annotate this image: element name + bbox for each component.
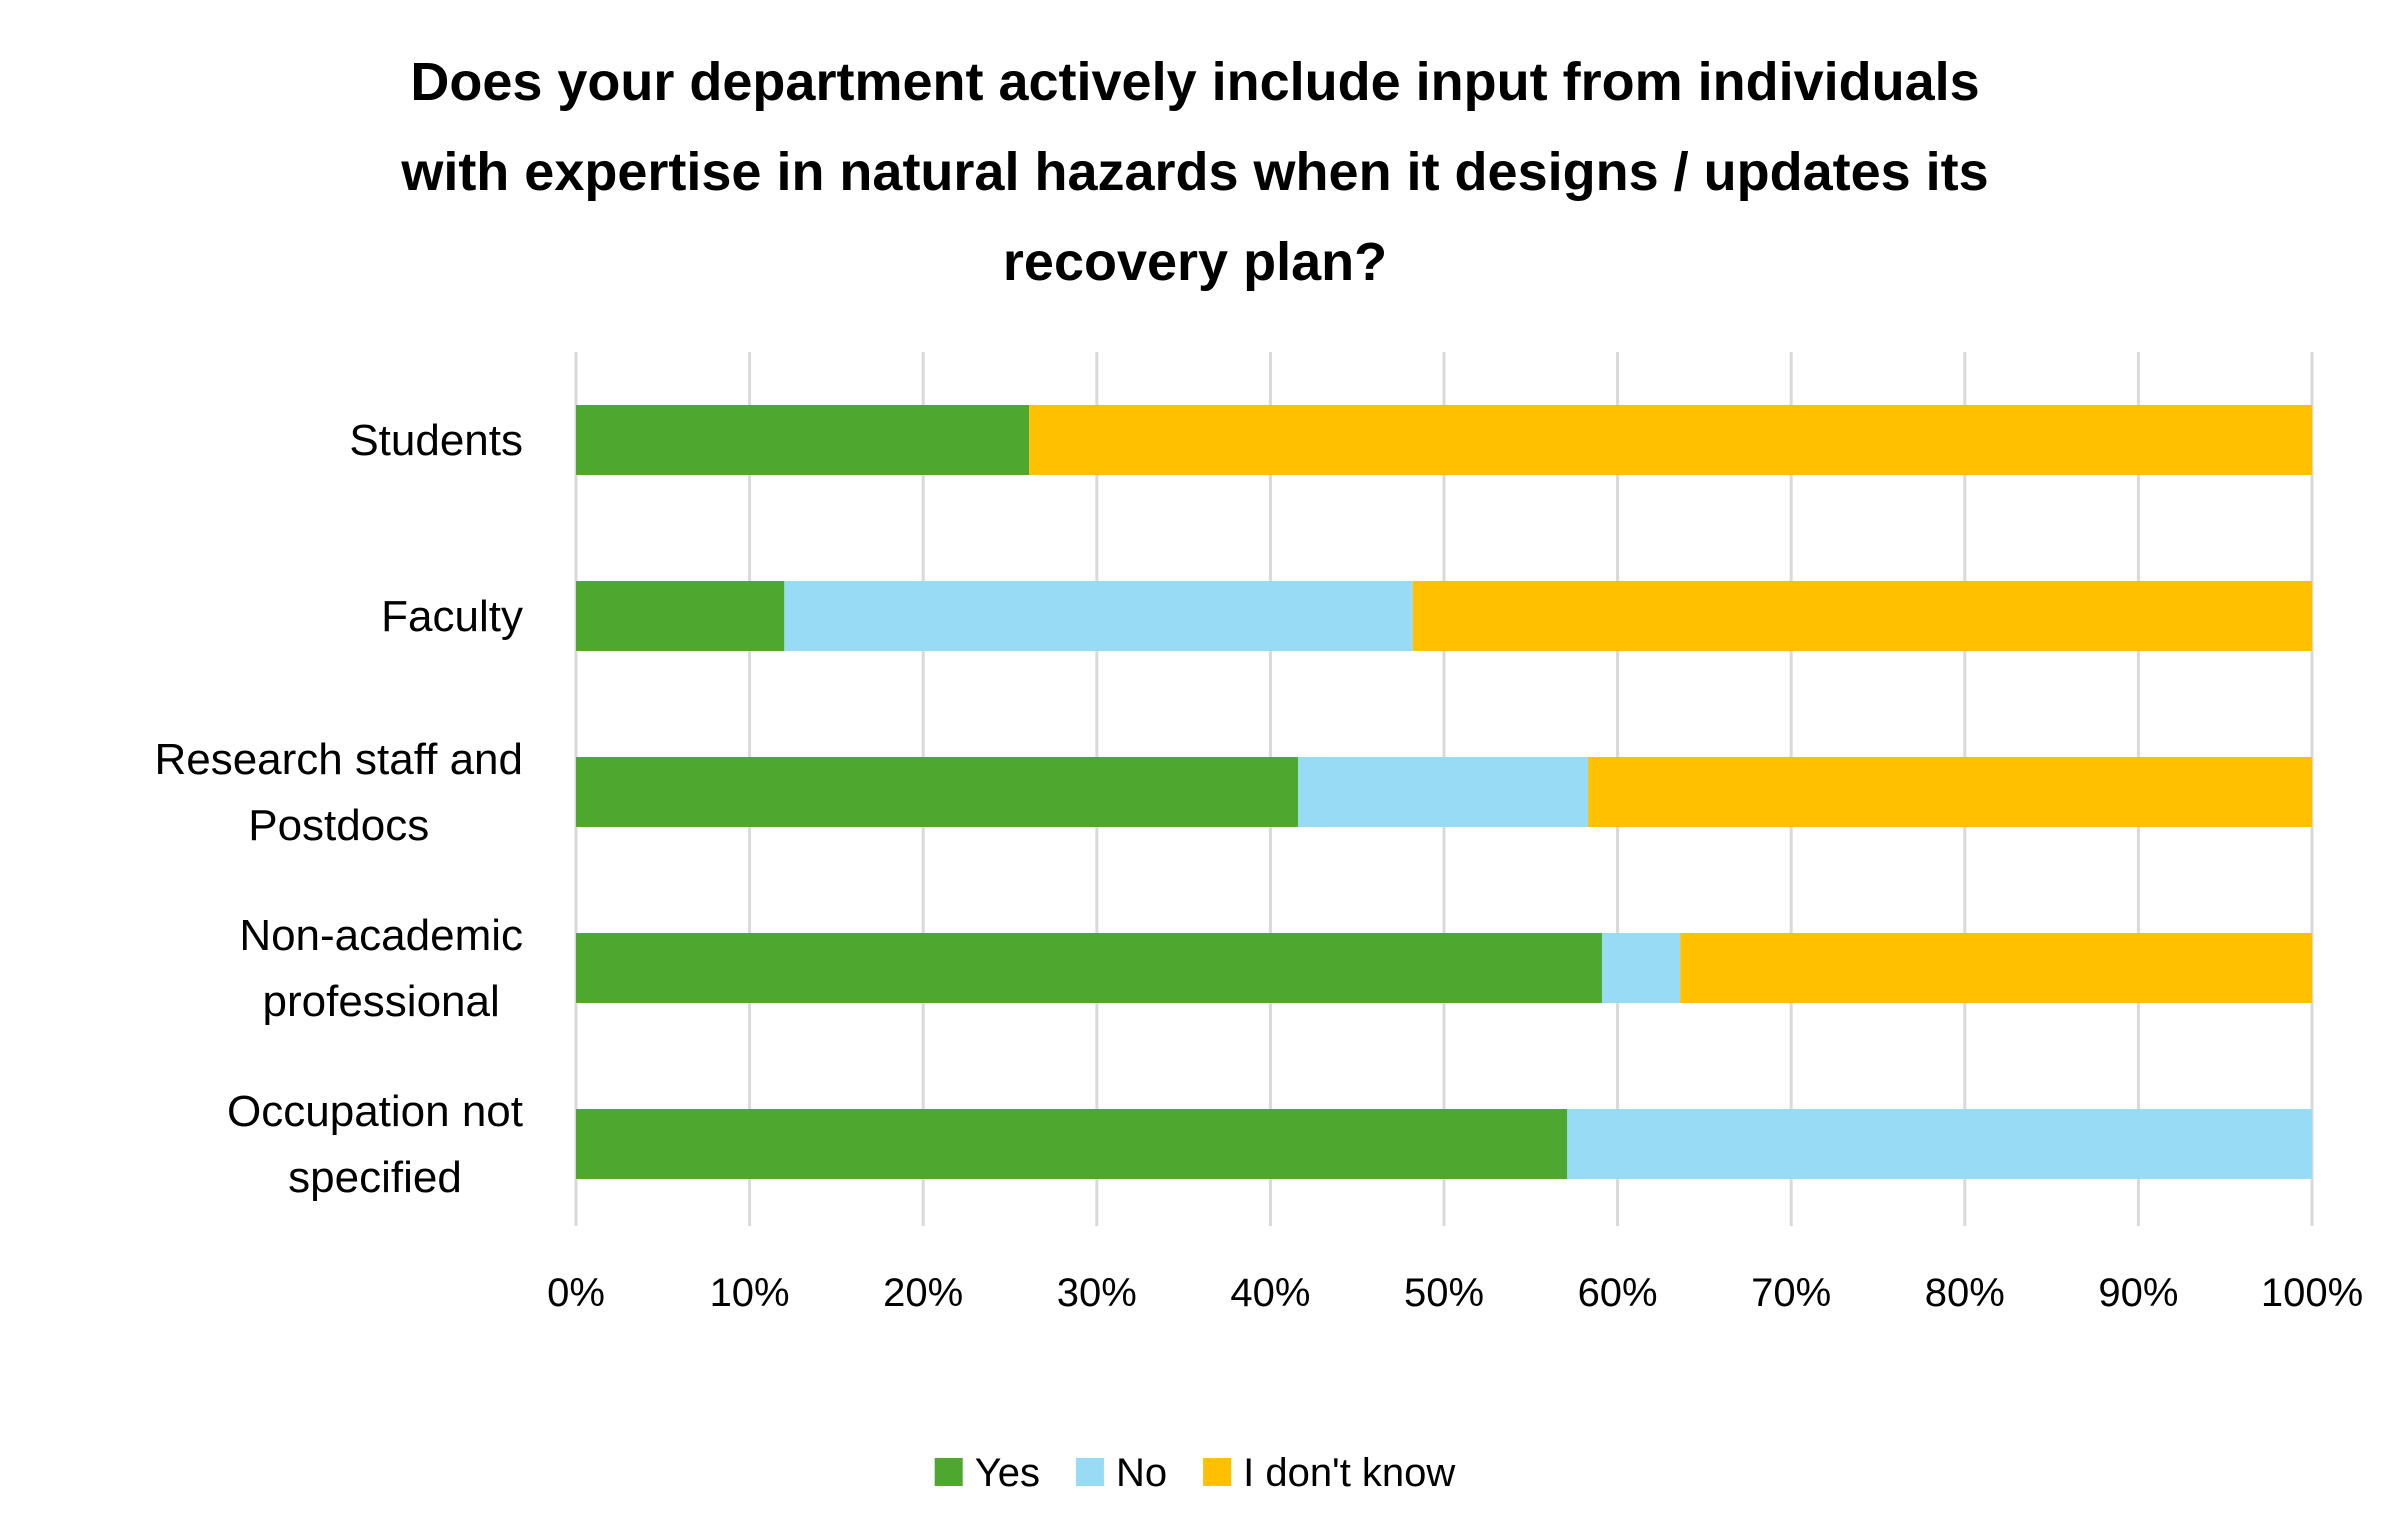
category-labels: Students Faculty Research staff and Postdoc… [154,416,523,1202]
bar-no-5: No: 42.9% [1567,1109,2312,1179]
category-label-line: Occupation not [227,1087,523,1136]
legend-label: Yes [975,1451,1040,1495]
x-tick-label: 70% [1751,1271,1831,1315]
legend-label: No [1116,1451,1167,1495]
x-tick-label: 0% [547,1271,605,1315]
category-label-3: Research staff and Postdocs [154,735,523,850]
bar-yes-5: Yes: 57.1% [576,1109,1568,1179]
category-label-line: specified [288,1153,462,1202]
category-label-line: Non-academic [239,911,523,960]
x-tick-label: 10% [710,1271,790,1315]
bar-i-don-t-know-4: I don't know: 36.4% [1680,933,2312,1003]
category-label-line: Students [349,416,523,465]
bar-i-don-t-know-3: I don't know: 41.7% [1588,757,2312,827]
category-label-4: Non-academic professional [239,911,523,1026]
x-tick-label: 20% [883,1271,963,1315]
bar-yes-3: Yes: 41.6% [576,757,1299,827]
category-label-line: Postdocs [248,801,429,850]
chart-title-line-2: with expertise in natural hazards when i… [400,142,1988,202]
category-label-line: Research staff and [154,735,523,784]
x-tick-label: 80% [1925,1271,2005,1315]
x-tick-label: 90% [2098,1271,2178,1315]
legend: Yes No I don't know [934,1451,1455,1495]
x-tick-label: 30% [1057,1271,1137,1315]
bar-i-don-t-know-2: I don't know: 51.8% [1412,581,2312,651]
chart-title-line-1: Does your department actively include in… [410,52,1979,112]
category-label-2: Faculty [381,592,523,641]
legend-swatch [934,1458,963,1486]
legend-item-i-don-t-know: I don't know [1203,1451,1455,1495]
bar-yes-2: Yes: 12% [576,581,785,651]
bar-yes-1: Yes: 26.1% [576,405,1030,475]
bar-i-don-t-know-1: I don't know: 73.9% [1029,405,2312,475]
legend-swatch [1203,1458,1232,1486]
x-tick-label: 40% [1230,1271,1310,1315]
bar-no-4: No: 4.5% [1601,933,1681,1003]
x-tick-label: 60% [1578,1271,1658,1315]
category-label-line: Faculty [381,592,523,641]
legend-item-yes: Yes [934,1451,1040,1495]
category-label-5: Occupation not specified [227,1087,523,1202]
bar-yes-4: Yes: 59.1% [576,933,1602,1003]
legend-item-no: No [1075,1451,1167,1495]
category-label-line: professional [263,977,500,1026]
chart-title: Does your department actively include in… [400,52,1988,292]
x-tick-label: 50% [1404,1271,1484,1315]
bar-no-3: No: 16.7% [1298,757,1589,827]
bars: Yes: 26.1%I don't know: 73.9%Yes: 12%No:… [576,405,2312,1179]
bar-no-2: No: 36.2% [784,581,1413,651]
x-axis-tick-labels: 0% 10% 20% 30% 40% 50% 60% 70% 80% 90% 100% [547,1271,2363,1315]
x-tick-label: 100% [2261,1271,2363,1315]
legend-label: I don't know [1243,1451,1455,1495]
chart-title-line-3: recovery plan? [1003,232,1387,292]
legend-swatch [1075,1458,1104,1486]
category-label-1: Students [349,416,523,465]
